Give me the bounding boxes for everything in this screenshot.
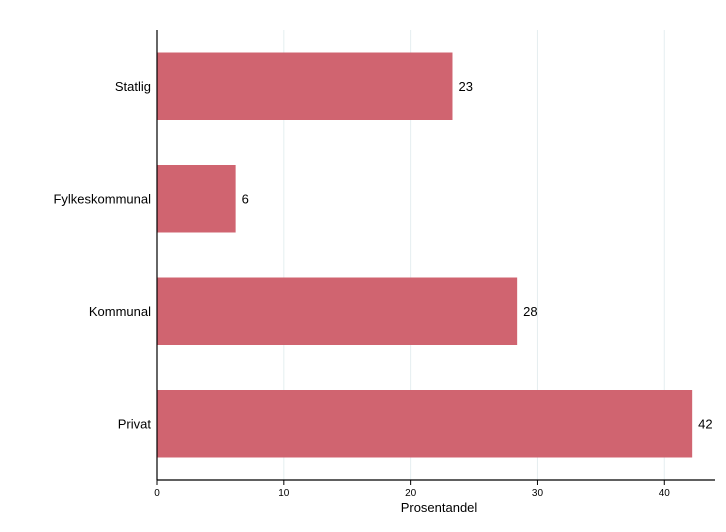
- x-tick-label: 10: [278, 488, 290, 499]
- bars: [157, 52, 693, 458]
- data-label: 23: [458, 79, 472, 94]
- axes: [156, 30, 715, 481]
- category-label: Privat: [118, 416, 152, 431]
- bar-privat: [157, 390, 693, 458]
- x-tick-label: 20: [405, 488, 417, 499]
- data-labels: 23 6 28 42: [242, 79, 713, 432]
- x-ticks: 0 10 20 30 40: [154, 480, 670, 499]
- data-label: 6: [242, 191, 249, 206]
- category-label: Fylkeskommunal: [53, 191, 151, 206]
- category-label: Statlig: [115, 79, 151, 94]
- bar-statlig: [157, 52, 453, 120]
- x-tick-label: 30: [532, 488, 544, 499]
- data-label: 42: [698, 416, 712, 431]
- x-tick-label: 40: [659, 488, 671, 499]
- x-axis-title: Prosentandel: [401, 500, 478, 515]
- category-labels: Statlig Fylkeskommunal Kommunal Privat: [53, 79, 151, 432]
- category-label: Kommunal: [89, 304, 151, 319]
- bar-fylkeskommunal: [157, 165, 236, 233]
- x-tick-label: 0: [154, 488, 160, 499]
- bar-kommunal: [157, 277, 518, 345]
- data-label: 28: [523, 304, 537, 319]
